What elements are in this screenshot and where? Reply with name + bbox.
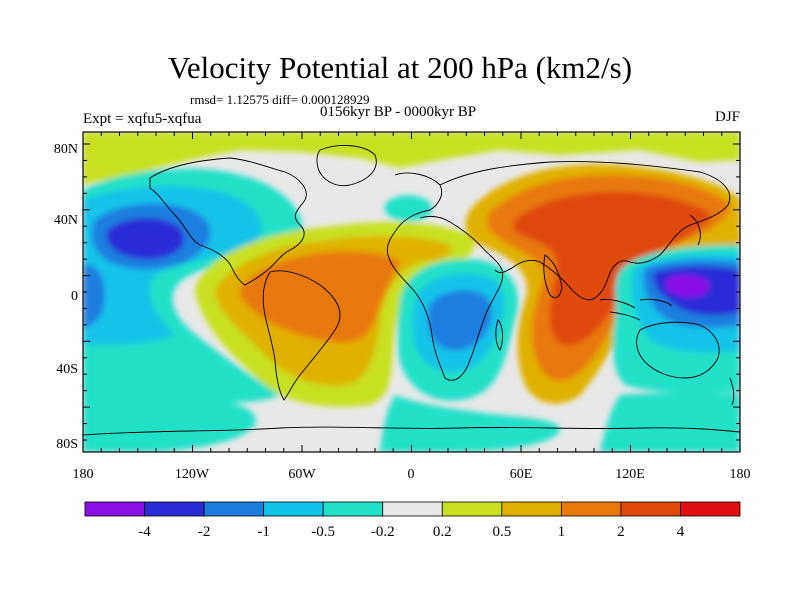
- americas-strong-positive: [239, 251, 400, 343]
- colorbar-labels: -4 -2 -1 -0.5 -0.2 0.2 0.5 1 2 4: [138, 524, 684, 540]
- contour-field: [83, 132, 740, 452]
- colorbar-label: 1: [558, 524, 566, 540]
- australia-coast: [636, 321, 720, 379]
- lat-label-40n: 40N: [54, 213, 78, 228]
- experiment-label: Expt = xqfu5-xqfua: [83, 111, 202, 127]
- lat-label-40s: 40S: [56, 362, 78, 377]
- asia-coast: [439, 161, 731, 301]
- colorbar-box: [203, 501, 265, 517]
- lat-label-0: 0: [71, 289, 78, 304]
- north-america-coast: [149, 157, 307, 286]
- colorbar-label: -0.5: [311, 524, 335, 540]
- colorbar-box: [263, 501, 324, 517]
- japan-coast: [689, 214, 701, 246]
- colorbar-label: -0.2: [371, 524, 395, 540]
- colorbar-label: 0.5: [492, 524, 511, 540]
- colorbar-box: [680, 501, 741, 517]
- maritime-negative-extreme: [665, 274, 710, 297]
- lon-label-60e: 60E: [510, 467, 533, 482]
- colorbar-label: 4: [677, 524, 685, 540]
- colorbar-box: [501, 501, 562, 517]
- lon-label-180e: 180: [730, 467, 751, 482]
- lon-label-0: 0: [408, 467, 415, 482]
- colorbar-label: -2: [198, 524, 211, 540]
- axis-ticks: [82, 132, 741, 452]
- map-title: Velocity Potential at 200 hPa (km2/s): [167, 50, 633, 85]
- colorbar-label: -1: [257, 524, 270, 540]
- lat-label-80s: 80S: [56, 437, 78, 452]
- europe-africa-coast: [386, 172, 504, 381]
- lat-label-80n: 80N: [54, 142, 78, 157]
- tick-labels: 80N 40N 0 40S 80S 180 120W 60W 0 60E 120…: [54, 142, 751, 482]
- colorbar: [84, 501, 741, 517]
- colorbar-label: 0.2: [433, 524, 452, 540]
- colorbar-box: [620, 501, 681, 517]
- period-label: 0156kyr BP - 0000kyr BP: [320, 104, 477, 120]
- season-label: DJF: [714, 109, 740, 125]
- southern-africa-negative-strong: [428, 290, 492, 351]
- north-atlantic-negative: [384, 195, 432, 222]
- colorbar-box: [560, 501, 622, 517]
- lon-label-120w: 120W: [175, 467, 210, 482]
- greenland-coast: [316, 144, 377, 187]
- colorbar-box: [322, 501, 384, 517]
- colorbar-box: [441, 501, 503, 517]
- pacific-negative-max: [106, 218, 184, 260]
- south-pacific-negative: [83, 392, 256, 452]
- indonesia-coast: [599, 298, 673, 321]
- madagascar-coast: [495, 319, 503, 351]
- west-edge-negative: [83, 264, 105, 328]
- colorbar-label: 2: [617, 524, 625, 540]
- arctic-weak-positive-region: [83, 132, 740, 185]
- southern-ocean-negative: [600, 392, 740, 452]
- south-atlantic-negative: [380, 395, 560, 452]
- south-america-coast: [262, 270, 341, 401]
- asia-max-positive: [574, 208, 684, 290]
- indian-subcontinent-coast: [543, 254, 563, 299]
- antarctica-coast: [83, 426, 740, 436]
- coastlines: [83, 144, 740, 436]
- lon-label-60w: 60W: [288, 467, 316, 482]
- colorbar-label: -4: [138, 524, 151, 540]
- colorbar-box: [84, 501, 145, 517]
- colorbar-box: [144, 501, 205, 517]
- lon-label-120e: 120E: [615, 467, 645, 482]
- lon-label-180w: 180: [73, 467, 94, 482]
- rmsd-diff-stats: rmsd= 1.12575 diff= 0.000128929: [190, 92, 370, 107]
- colorbar-box: [382, 501, 443, 517]
- new-zealand-coast: [729, 377, 735, 406]
